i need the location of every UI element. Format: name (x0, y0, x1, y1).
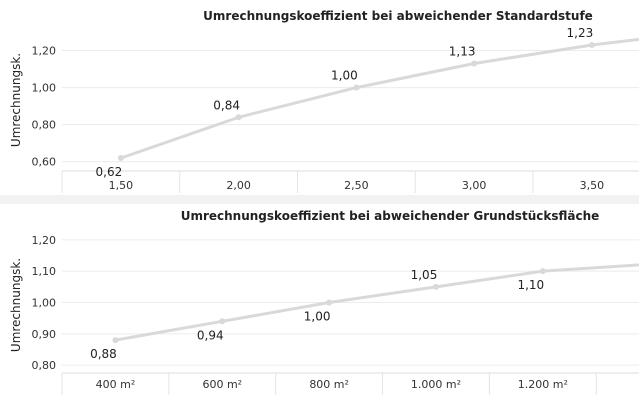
data-label: 1,23 (567, 26, 594, 40)
chart-standardstufe: Umrechnungskoeffizient bei abweichender … (9, 9, 639, 193)
data-label: 1,05 (411, 268, 438, 282)
y-tick-label: 0,90 (32, 328, 57, 341)
data-point (539, 268, 546, 275)
y-tick-label: 1,10 (32, 265, 57, 278)
data-point (117, 155, 124, 162)
data-label: 1,10 (517, 278, 544, 292)
y-tick-label: 0,60 (32, 156, 57, 169)
chart-grundstuecksflaeche: Umrechnungskoeffizient bei abweichender … (9, 209, 639, 395)
data-point (219, 318, 226, 325)
y-tick-label: 0,80 (32, 359, 57, 372)
chart-title: Umrechnungskoeffizient bei abweichender … (203, 9, 593, 23)
series-line (115, 263, 639, 342)
data-point (432, 283, 439, 290)
panel-divider (0, 195, 639, 204)
data-label: 0,94 (197, 328, 224, 342)
x-tick-label: 1.200 m² (518, 378, 568, 391)
x-tick-label: 1.000 m² (411, 378, 461, 391)
data-point (235, 114, 242, 121)
x-tick-label: 600 m² (202, 378, 242, 391)
x-tick-label: 3,50 (580, 179, 605, 192)
chart-title: Umrechnungskoeffizient bei abweichender … (181, 209, 600, 223)
y-tick-label: 1,20 (32, 45, 57, 58)
data-label: 1,13 (449, 45, 476, 59)
chart-panel-standardstufe: Umrechnungskoeffizient bei abweichender … (0, 0, 639, 195)
x-tick-label: 3,00 (462, 179, 487, 192)
x-tick-label: 800 m² (309, 378, 349, 391)
data-point (588, 41, 595, 48)
data-label: 0,84 (213, 98, 240, 112)
y-tick-label: 1,00 (32, 297, 57, 310)
y-tick-label: 1,20 (32, 234, 57, 247)
y-axis-label: Umrechnungsk. (9, 53, 23, 147)
data-label: 1,00 (331, 69, 358, 83)
y-tick-label: 0,80 (32, 119, 57, 132)
y-tick-label: 1,00 (32, 82, 57, 95)
data-point (471, 60, 478, 67)
series-line (120, 37, 639, 160)
x-tick-label: 400 m² (96, 378, 136, 391)
x-tick-label: 2,00 (226, 179, 251, 192)
data-point (112, 337, 119, 344)
chart-panel-grundstuecksflaeche: Umrechnungskoeffizient bei abweichender … (0, 204, 639, 405)
y-axis-label: Umrechnungsk. (9, 258, 23, 352)
data-point (353, 84, 360, 91)
data-label: 0,62 (96, 165, 123, 179)
data-point (326, 299, 333, 306)
x-tick-label: 1,50 (109, 179, 134, 192)
x-tick-label: 2,50 (344, 179, 369, 192)
data-label: 0,88 (90, 347, 117, 361)
data-label: 1,00 (304, 310, 331, 324)
